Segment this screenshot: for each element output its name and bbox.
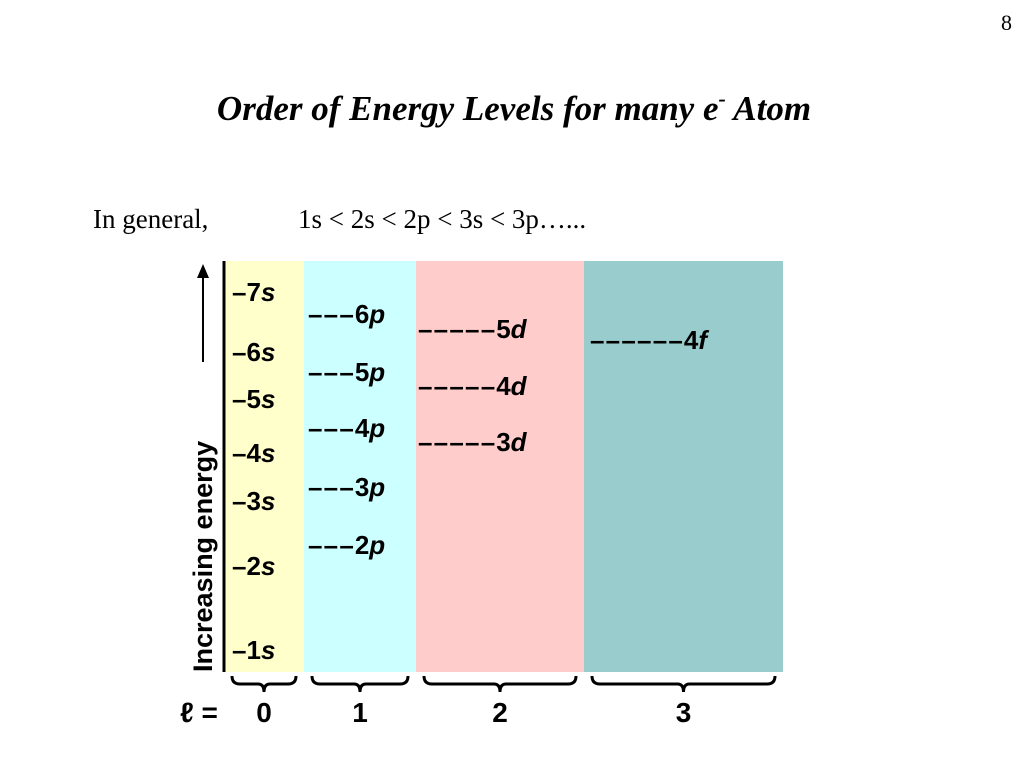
level-letter: s bbox=[261, 486, 275, 516]
l-value: 1 bbox=[352, 697, 368, 728]
level-dash: – – – – – bbox=[418, 314, 495, 344]
energy-level: –6s bbox=[232, 337, 275, 367]
level-n: 7 bbox=[246, 277, 260, 307]
level-letter: s bbox=[261, 551, 275, 581]
level-dash: – bbox=[232, 277, 246, 307]
level-letter: s bbox=[261, 277, 275, 307]
brace bbox=[310, 675, 410, 693]
level-n: 2 bbox=[355, 530, 369, 560]
level-dash: – bbox=[232, 384, 246, 414]
energy-level: –2s bbox=[232, 551, 275, 581]
level-letter: p bbox=[368, 299, 385, 329]
column-bg bbox=[416, 261, 584, 672]
energy-level: –1s bbox=[232, 635, 275, 665]
level-n: 4 bbox=[246, 438, 261, 468]
column-bg bbox=[224, 261, 304, 672]
level-letter: p bbox=[368, 530, 385, 560]
statement-lead: In general, bbox=[93, 204, 208, 234]
level-dash: – bbox=[232, 337, 246, 367]
l-value: 2 bbox=[492, 697, 508, 728]
title-superscript: - bbox=[719, 86, 726, 111]
level-n: 4 bbox=[496, 371, 511, 401]
energy-level: – – – – –3d bbox=[418, 427, 528, 457]
axis-label: Increasing energy bbox=[188, 441, 218, 672]
level-n: 5 bbox=[246, 384, 260, 414]
level-dash: – – – bbox=[308, 413, 353, 443]
level-dash: – – – bbox=[308, 357, 353, 387]
level-n: 3 bbox=[355, 472, 369, 502]
level-n: 2 bbox=[246, 551, 260, 581]
level-letter: f bbox=[698, 325, 709, 355]
level-letter: d bbox=[511, 427, 528, 457]
level-letter: d bbox=[511, 371, 528, 401]
level-letter: p bbox=[368, 413, 385, 443]
level-letter: p bbox=[368, 472, 385, 502]
level-letter: p bbox=[368, 357, 385, 387]
column-bg bbox=[304, 261, 416, 672]
energy-level: – – –4p bbox=[308, 413, 385, 443]
energy-level: – – – – –5d bbox=[418, 314, 528, 344]
level-dash: – bbox=[232, 438, 246, 468]
level-n: 4 bbox=[684, 325, 699, 355]
level-n: 5 bbox=[355, 357, 369, 387]
energy-level: – – –2p bbox=[308, 530, 385, 560]
level-n: 3 bbox=[246, 486, 260, 516]
level-n: 3 bbox=[496, 427, 510, 457]
arrow-head bbox=[197, 264, 209, 278]
energy-level: – – –5p bbox=[308, 357, 385, 387]
energy-level: –7s bbox=[232, 277, 275, 307]
brace bbox=[422, 675, 578, 693]
level-letter: s bbox=[261, 635, 275, 665]
level-dash: – bbox=[232, 635, 246, 665]
level-letter: s bbox=[261, 337, 275, 367]
level-dash: – bbox=[232, 486, 246, 516]
brace bbox=[590, 675, 777, 693]
energy-level: –5s bbox=[232, 384, 275, 414]
l-value: 0 bbox=[256, 697, 272, 728]
level-dash: – bbox=[232, 551, 246, 581]
level-letter: d bbox=[511, 314, 528, 344]
energy-level: – – –6p bbox=[308, 299, 385, 329]
level-n: 1 bbox=[246, 635, 260, 665]
diagram: Increasing energy ℓ = –7s–6s–5s–4s–3s–2s… bbox=[180, 261, 783, 728]
energy-level: – – – – –4d bbox=[418, 371, 528, 401]
energy-level: –4s bbox=[232, 438, 275, 468]
level-n: 6 bbox=[246, 337, 260, 367]
slide-title: Order of Energy Levels for many e- Atom bbox=[217, 86, 811, 128]
statement-order: 1s < 2s < 2p < 3s < 3p…... bbox=[298, 204, 586, 234]
level-dash: – – – bbox=[308, 530, 353, 560]
brace bbox=[230, 675, 298, 693]
level-dash: – – – bbox=[308, 299, 353, 329]
title-text: Order of Energy Levels for many e bbox=[217, 89, 719, 128]
level-n: 5 bbox=[496, 314, 510, 344]
level-dash: – – – bbox=[308, 472, 353, 502]
level-n: 6 bbox=[355, 299, 369, 329]
energy-level: – – – – – –4f bbox=[590, 325, 709, 355]
level-letter: s bbox=[261, 438, 275, 468]
level-dash: – – – – – bbox=[418, 371, 495, 401]
energy-level: – – –3p bbox=[308, 472, 385, 502]
level-letter: s bbox=[261, 384, 275, 414]
level-n: 4 bbox=[355, 413, 370, 443]
page-number: 8 bbox=[1001, 10, 1012, 35]
l-value: 3 bbox=[676, 697, 692, 728]
level-dash: – – – – – bbox=[418, 427, 495, 457]
level-dash: – – – – – – bbox=[590, 325, 682, 355]
l-label: ℓ = bbox=[180, 697, 218, 728]
title-tail: Atom bbox=[726, 89, 811, 128]
energy-level: –3s bbox=[232, 486, 275, 516]
column-bg bbox=[584, 261, 783, 672]
